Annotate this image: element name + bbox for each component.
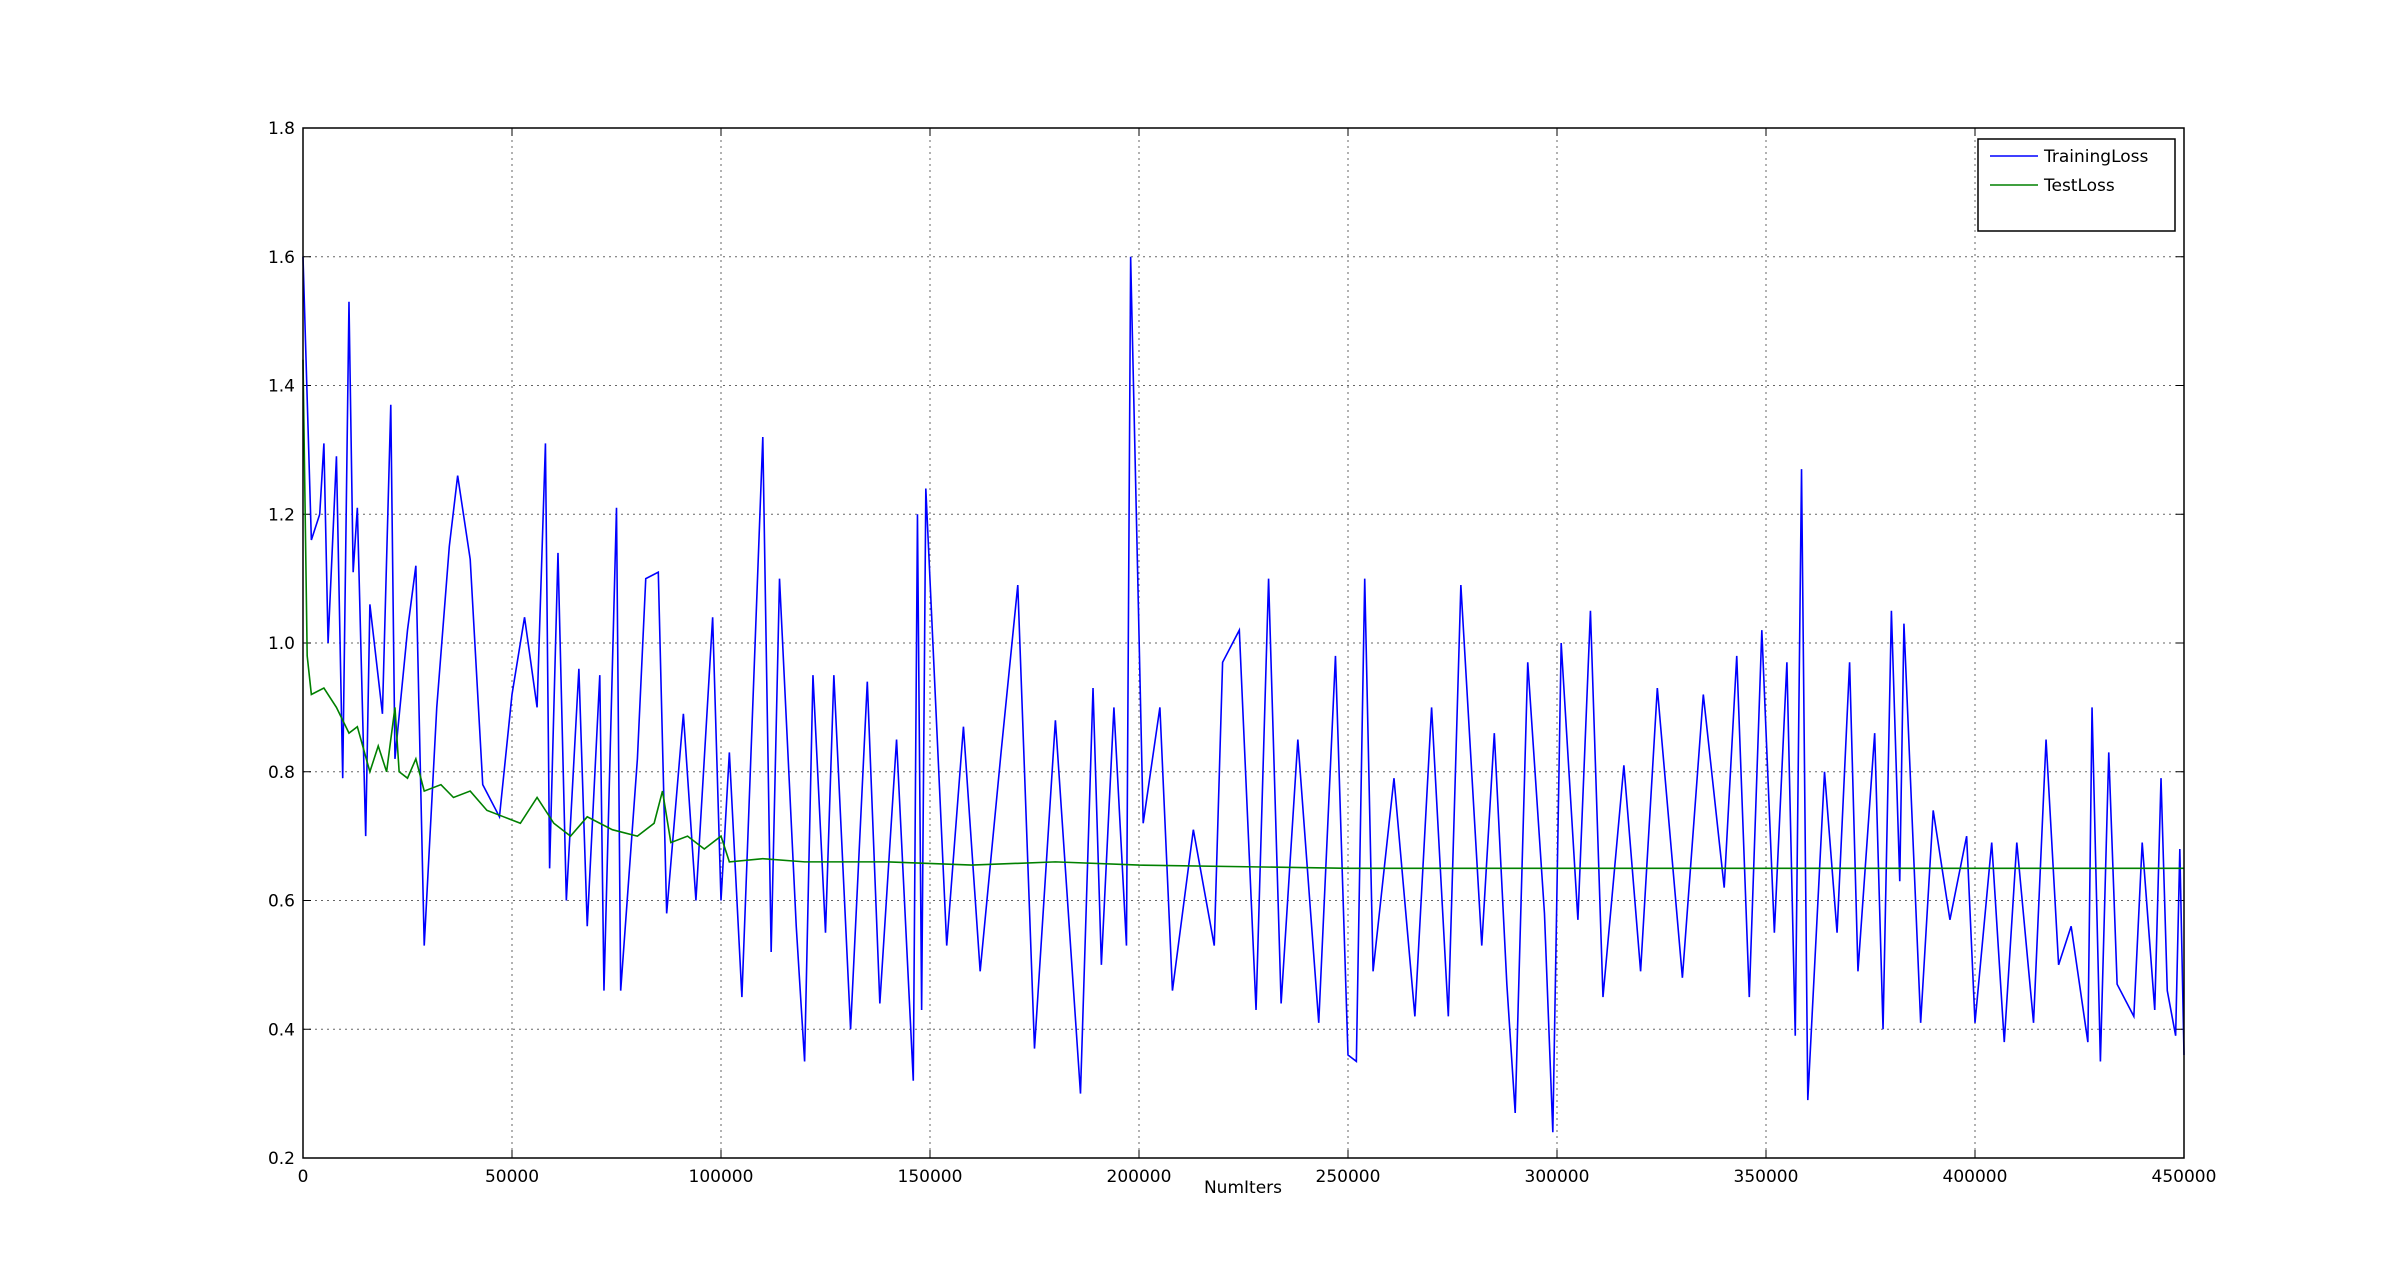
x-tick-label: 250000 xyxy=(1316,1167,1381,1187)
y-tick-label: 1.8 xyxy=(268,119,295,139)
y-tick-label: 1.6 xyxy=(268,248,295,268)
x-tick-label: 450000 xyxy=(2152,1167,2217,1187)
x-tick-label: 300000 xyxy=(1525,1167,1590,1187)
x-tick-label: 400000 xyxy=(1943,1167,2008,1187)
plot-frame xyxy=(302,127,2185,1159)
x-tick-label: 150000 xyxy=(898,1167,963,1187)
series-line xyxy=(302,256,2185,1133)
y-tick-label: 0.8 xyxy=(268,763,295,783)
y-tick-label: 1.0 xyxy=(268,634,295,654)
legend-label: TestLoss xyxy=(2043,176,2115,196)
x-tick-label: 50000 xyxy=(485,1167,539,1187)
y-tick-label: 1.2 xyxy=(268,505,295,525)
x-tick-label: 350000 xyxy=(1734,1167,1799,1187)
y-tick-label: 1.4 xyxy=(268,377,295,397)
series-line xyxy=(302,359,2184,870)
x-tick-label: 100000 xyxy=(689,1167,754,1187)
legend-label: TrainingLoss xyxy=(2043,147,2149,167)
x-tick-label: 0 xyxy=(298,1167,309,1187)
x-axis-label: NumIters xyxy=(1204,1178,1282,1198)
x-tick-label: 200000 xyxy=(1107,1167,1172,1187)
y-tick-label: 0.4 xyxy=(268,1020,295,1040)
y-tick-label: 0.2 xyxy=(268,1149,295,1169)
y-tick-label: 0.6 xyxy=(268,892,295,912)
